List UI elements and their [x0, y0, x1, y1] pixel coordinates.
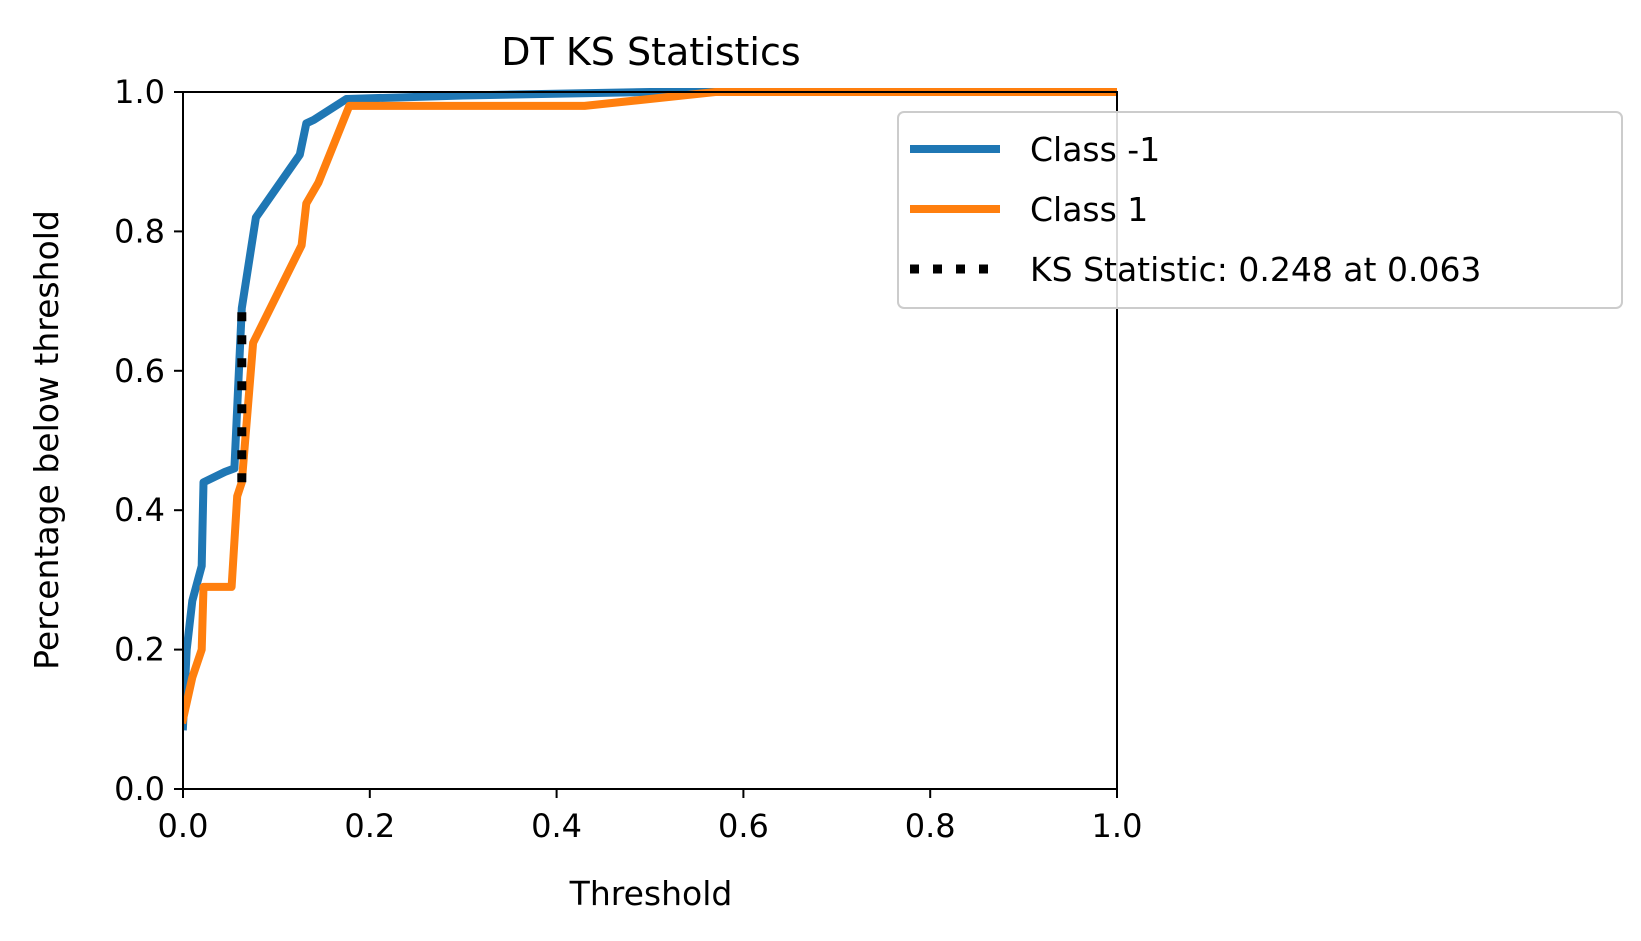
y-tick-label: 0.2	[114, 631, 165, 669]
series-line-class-1	[183, 88, 1117, 725]
legend-box	[897, 111, 1623, 309]
chart-title: DT KS Statistics	[501, 30, 800, 74]
y-tick-label: 1.0	[114, 73, 165, 111]
y-tick-label: 0.6	[114, 352, 165, 390]
legend-label: Class 1	[1030, 190, 1148, 229]
y-tick-label: 0.4	[114, 491, 165, 529]
x-axis-label: Threshold	[569, 874, 733, 913]
y-axis-label: Percentage below threshold	[27, 210, 66, 670]
x-tick-label: 0.0	[158, 807, 209, 845]
x-tick-label: 1.0	[1092, 807, 1143, 845]
axes-frame	[182, 91, 1118, 790]
legend-label: KS Statistic: 0.248 at 0.063	[1030, 250, 1481, 289]
x-tick-label: 0.6	[718, 807, 769, 845]
plot-area	[183, 88, 1117, 731]
y-axis: 0.0 0.2 0.4 0.6 0.8 1.0	[114, 73, 183, 808]
legend-label: Class -1	[1030, 130, 1160, 169]
x-tick-label: 0.8	[905, 807, 956, 845]
series-line-class-1	[183, 88, 1117, 731]
x-tick-label: 0.2	[344, 807, 395, 845]
y-tick-label: 0.8	[114, 212, 165, 250]
x-axis: 0.0 0.2 0.4 0.6 0.8 1.0	[158, 789, 1143, 845]
legend: Class -1 Class 1 KS Statistic: 0.248 at 0.…	[897, 111, 1623, 309]
x-tick-label: 0.4	[531, 807, 582, 845]
y-tick-label: 0.0	[114, 770, 165, 808]
